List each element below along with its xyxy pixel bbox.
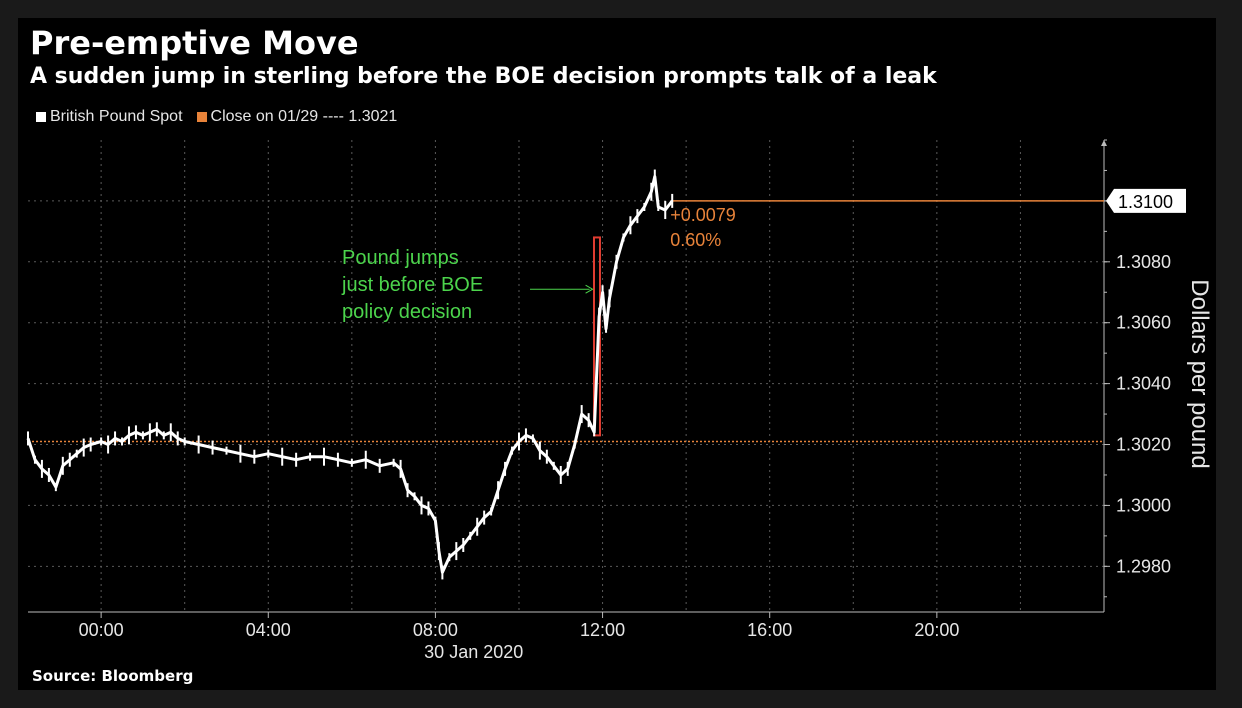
x-tick-label: 16:00 xyxy=(747,620,792,640)
x-tick-label: 20:00 xyxy=(914,620,959,640)
y-axis-arrow xyxy=(1101,140,1107,146)
last-value-label: 1.3100 xyxy=(1118,192,1173,212)
annotation-arrow-head xyxy=(585,284,594,294)
annotation-text: policy decision xyxy=(342,301,472,323)
y-tick-label: 1.3020 xyxy=(1116,435,1171,455)
x-tick-label: 04:00 xyxy=(246,620,291,640)
y-axis-title: Dollars per pound xyxy=(1186,279,1213,468)
date-label: 30 Jan 2020 xyxy=(424,642,523,662)
legend: British Pound Spot Close on 01/29 ---- 1… xyxy=(36,108,397,126)
chart-frame xyxy=(18,18,1216,690)
annotation-text: just before BOE xyxy=(341,274,483,296)
legend-series-swatch xyxy=(36,112,46,122)
y-tick-label: 1.2980 xyxy=(1116,556,1171,576)
change-label: +0.0079 xyxy=(670,205,736,225)
series-line-british-pound xyxy=(26,175,674,574)
annotation-text: Pound jumps xyxy=(342,247,459,269)
last-value-box xyxy=(1106,188,1186,213)
chart-title: Pre-emptive Move xyxy=(30,24,359,62)
y-tick-label: 1.3080 xyxy=(1116,252,1171,272)
legend-close-label: Close on 01/29 ---- 1.3021 xyxy=(210,108,398,125)
x-tick-label: 08:00 xyxy=(413,620,458,640)
x-tick-label: 12:00 xyxy=(580,620,625,640)
source-note: Source: Bloomberg xyxy=(32,667,194,685)
change-pct-label: 0.60% xyxy=(670,230,721,250)
x-tick-label: 00:00 xyxy=(79,620,124,640)
y-tick-label: 1.3040 xyxy=(1116,374,1171,394)
chart-subtitle: A sudden jump in sterling before the BOE… xyxy=(30,64,937,89)
legend-close-swatch xyxy=(196,112,207,122)
y-tick-label: 1.3000 xyxy=(1116,495,1171,515)
y-tick-label: 1.3060 xyxy=(1116,313,1171,333)
spike-bar xyxy=(592,236,601,437)
legend-series-label: British Pound Spot xyxy=(50,108,183,125)
